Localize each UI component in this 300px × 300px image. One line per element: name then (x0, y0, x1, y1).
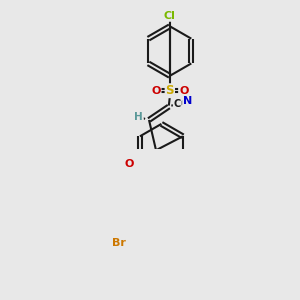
Text: N: N (183, 96, 192, 106)
Text: O: O (151, 86, 160, 96)
Text: O: O (124, 159, 134, 169)
Text: Br: Br (112, 238, 126, 248)
Text: O: O (179, 86, 188, 96)
Text: Cl: Cl (164, 11, 176, 21)
Text: S: S (166, 84, 174, 97)
Text: C: C (174, 99, 181, 109)
Text: H: H (134, 112, 143, 122)
